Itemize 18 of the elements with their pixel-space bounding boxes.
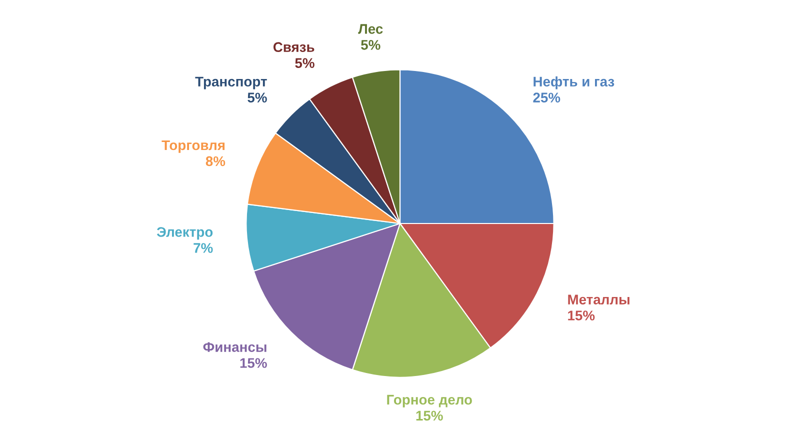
slice-label: Транспорт xyxy=(195,76,267,90)
data-label: 15% xyxy=(416,410,443,421)
slice-label: Электро xyxy=(156,227,213,240)
data-label: 25% xyxy=(533,92,560,102)
data-label: 8% xyxy=(206,156,226,166)
slice-label: Торговля xyxy=(162,140,225,153)
data-label: 5% xyxy=(248,92,267,102)
slice-label: Металлы xyxy=(568,294,630,304)
data-label: 7% xyxy=(194,243,213,253)
slice-label: Горное дело xyxy=(387,394,472,408)
data-label: 5% xyxy=(361,40,380,50)
data-label: 15% xyxy=(240,358,267,368)
slice-label: Финансы xyxy=(203,342,266,352)
slice-label: Лес xyxy=(358,24,383,34)
data-label: 5% xyxy=(295,58,314,68)
slice-label: Нефть и газ xyxy=(534,76,614,90)
data-label: 15% xyxy=(568,310,595,320)
slice-label: Связь xyxy=(273,42,314,52)
